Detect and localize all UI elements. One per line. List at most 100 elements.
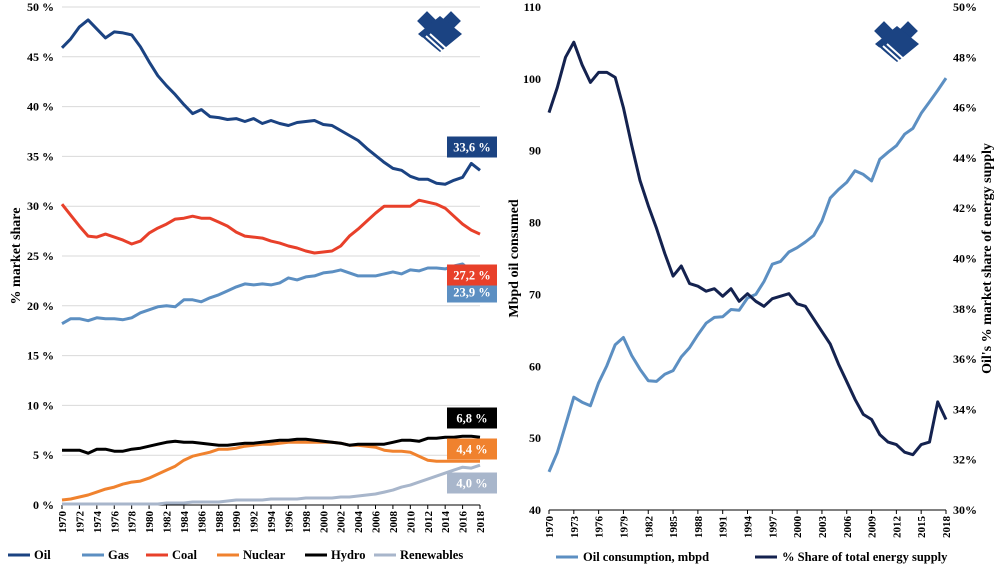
y-tick-label: 25 % — [27, 249, 54, 263]
legend-label-coal: Coal — [172, 548, 198, 562]
x-tick-label: 2006 — [371, 511, 383, 534]
x-tick-label: 1992 — [249, 511, 261, 534]
series-line-coal — [60, 198, 481, 255]
x-tick-label: 1972 — [74, 511, 86, 534]
y-tick-label: 50 — [529, 431, 541, 445]
end-label-nuclear: 4,4 % — [456, 443, 487, 457]
x-tick-label: 2006 — [842, 516, 854, 539]
x-tick-label: 1979 — [618, 516, 630, 539]
x-tick-label: 1988 — [214, 511, 226, 534]
x-tick-label: 1982 — [162, 511, 174, 534]
y2-tick-label: 34% — [953, 402, 977, 416]
company-logo — [417, 11, 462, 57]
end-label-box-renewables — [447, 472, 497, 494]
y2-tick-label: 40% — [953, 252, 977, 266]
x-tick-label: 2008 — [388, 511, 400, 534]
y-tick-label: 110 — [524, 0, 541, 14]
x-tick-label: 2004 — [353, 511, 365, 534]
y-tick-label: 100 — [523, 72, 541, 86]
legend-label-share-of-total-energy-supply: % Share of total energy supply — [782, 550, 948, 564]
y2-tick-label: 42% — [953, 201, 977, 215]
series-line-gas — [61, 262, 481, 326]
x-tick-label: 2002 — [336, 511, 348, 534]
x-tick-label: 1984 — [179, 511, 191, 534]
end-label-box-nuclear — [447, 438, 497, 460]
y-tick-label: 35 % — [27, 149, 54, 163]
end-label-box-coal — [447, 264, 497, 286]
x-tick-label: 1994 — [266, 511, 278, 534]
x-tick-label: 1980 — [144, 511, 156, 534]
end-label-box-gas — [447, 281, 497, 303]
x-tick-label: 2009 — [867, 516, 879, 539]
x-tick-label: 1974 — [92, 511, 104, 534]
y-tick-label: 20 % — [27, 299, 54, 313]
series-line-share-of-total-energy-supply — [547, 40, 948, 457]
x-tick-label: 1978 — [127, 511, 139, 534]
y2-tick-label: 30% — [953, 503, 977, 517]
x-tick-label: 2003 — [817, 516, 829, 539]
x-tick-label: 2012 — [891, 516, 903, 539]
x-tick-label: 2018 — [475, 511, 487, 534]
y-tick-label: 70 — [529, 287, 541, 301]
x-tick-label: 2015 — [916, 516, 928, 539]
x-tick-label: 2000 — [792, 516, 804, 539]
company-logo — [874, 21, 919, 67]
x-tick-label: 1988 — [693, 516, 705, 539]
series-line-oil-consumption-mbpd — [547, 77, 948, 473]
legend-label-nuclear: Nuclear — [243, 548, 286, 562]
end-label-oil: 33,6 % — [453, 141, 491, 155]
y-tick-label: 10 % — [27, 398, 54, 412]
end-label-gas: 23,9 % — [453, 286, 491, 300]
legend-label-oil: Oil — [34, 548, 51, 562]
x-tick-label: 1982 — [643, 516, 655, 539]
y-tick-label: 30 % — [27, 199, 54, 213]
y2-tick-label: 44% — [953, 151, 977, 165]
x-tick-label: 1970 — [57, 511, 69, 534]
y-tick-label: 40 — [529, 503, 541, 517]
market-share-chart: 0 % 5 % 10 % 15 % 20 % 25 % 30 % 35 % 40 % 45 % 50… — [8, 0, 497, 562]
end-label-renewables: 4,0 % — [456, 477, 487, 491]
x-tick-label: 1985 — [668, 516, 680, 539]
y-tick-label: 45 % — [27, 50, 54, 64]
series-line-nuclear — [61, 440, 480, 502]
y2-tick-label: 36% — [953, 352, 977, 366]
y-tick-label: 5 % — [33, 448, 54, 462]
x-tick-label: 1997 — [767, 516, 779, 539]
y-tick-label: 0 % — [33, 498, 54, 512]
y2-tick-label: 50% — [953, 0, 977, 14]
x-tick-label: 2018 — [941, 516, 953, 539]
end-label-hydro: 6,8 % — [456, 412, 487, 426]
x-tick-label: 2016 — [458, 511, 470, 534]
x-tick-label: 1996 — [283, 511, 295, 534]
x-tick-label: 1998 — [301, 511, 313, 534]
y-tick-label: 50 % — [27, 0, 54, 14]
x-tick-label: 1990 — [231, 511, 243, 534]
x-tick-label: 1986 — [196, 511, 208, 534]
x-tick-label: 1976 — [109, 511, 121, 534]
series-line-hydro — [62, 434, 481, 455]
oil-consumption-chart: 40 50 60 70 80 90 100 110 30% 32% 34% 36% 38% 40% 42% 4… — [507, 0, 995, 564]
x-tick-label: 2010 — [405, 511, 417, 534]
legend-label-gas: Gas — [108, 548, 129, 562]
y-tick-label: 60 — [529, 359, 541, 373]
y2-axis-title: Oil's % market share of energy supply — [980, 143, 995, 374]
series-line-renewables — [62, 463, 481, 506]
y-axis-title: Mbpd oil consumed — [507, 199, 522, 317]
y2-tick-label: 38% — [953, 302, 977, 316]
x-tick-label: 1994 — [743, 516, 755, 539]
y2-tick-label: 32% — [953, 453, 977, 467]
end-label-box-oil — [447, 136, 497, 158]
y-tick-label: 15 % — [27, 349, 54, 363]
x-tick-label: 2012 — [423, 511, 435, 534]
legend-label-renewables: Renewables — [400, 548, 463, 562]
series-line-oil — [60, 18, 481, 186]
y2-tick-label: 46% — [953, 101, 977, 115]
x-tick-label: 1973 — [569, 516, 581, 539]
end-label-coal: 27,2 % — [453, 269, 491, 283]
y-tick-label: 90 — [529, 144, 541, 158]
y-tick-label: 40 % — [27, 100, 54, 114]
x-tick-label: 1970 — [544, 516, 556, 539]
y-tick-label: 80 — [529, 216, 541, 230]
legend-label-oil-consumption-mbpd: Oil consumption, mbpd — [583, 550, 709, 564]
